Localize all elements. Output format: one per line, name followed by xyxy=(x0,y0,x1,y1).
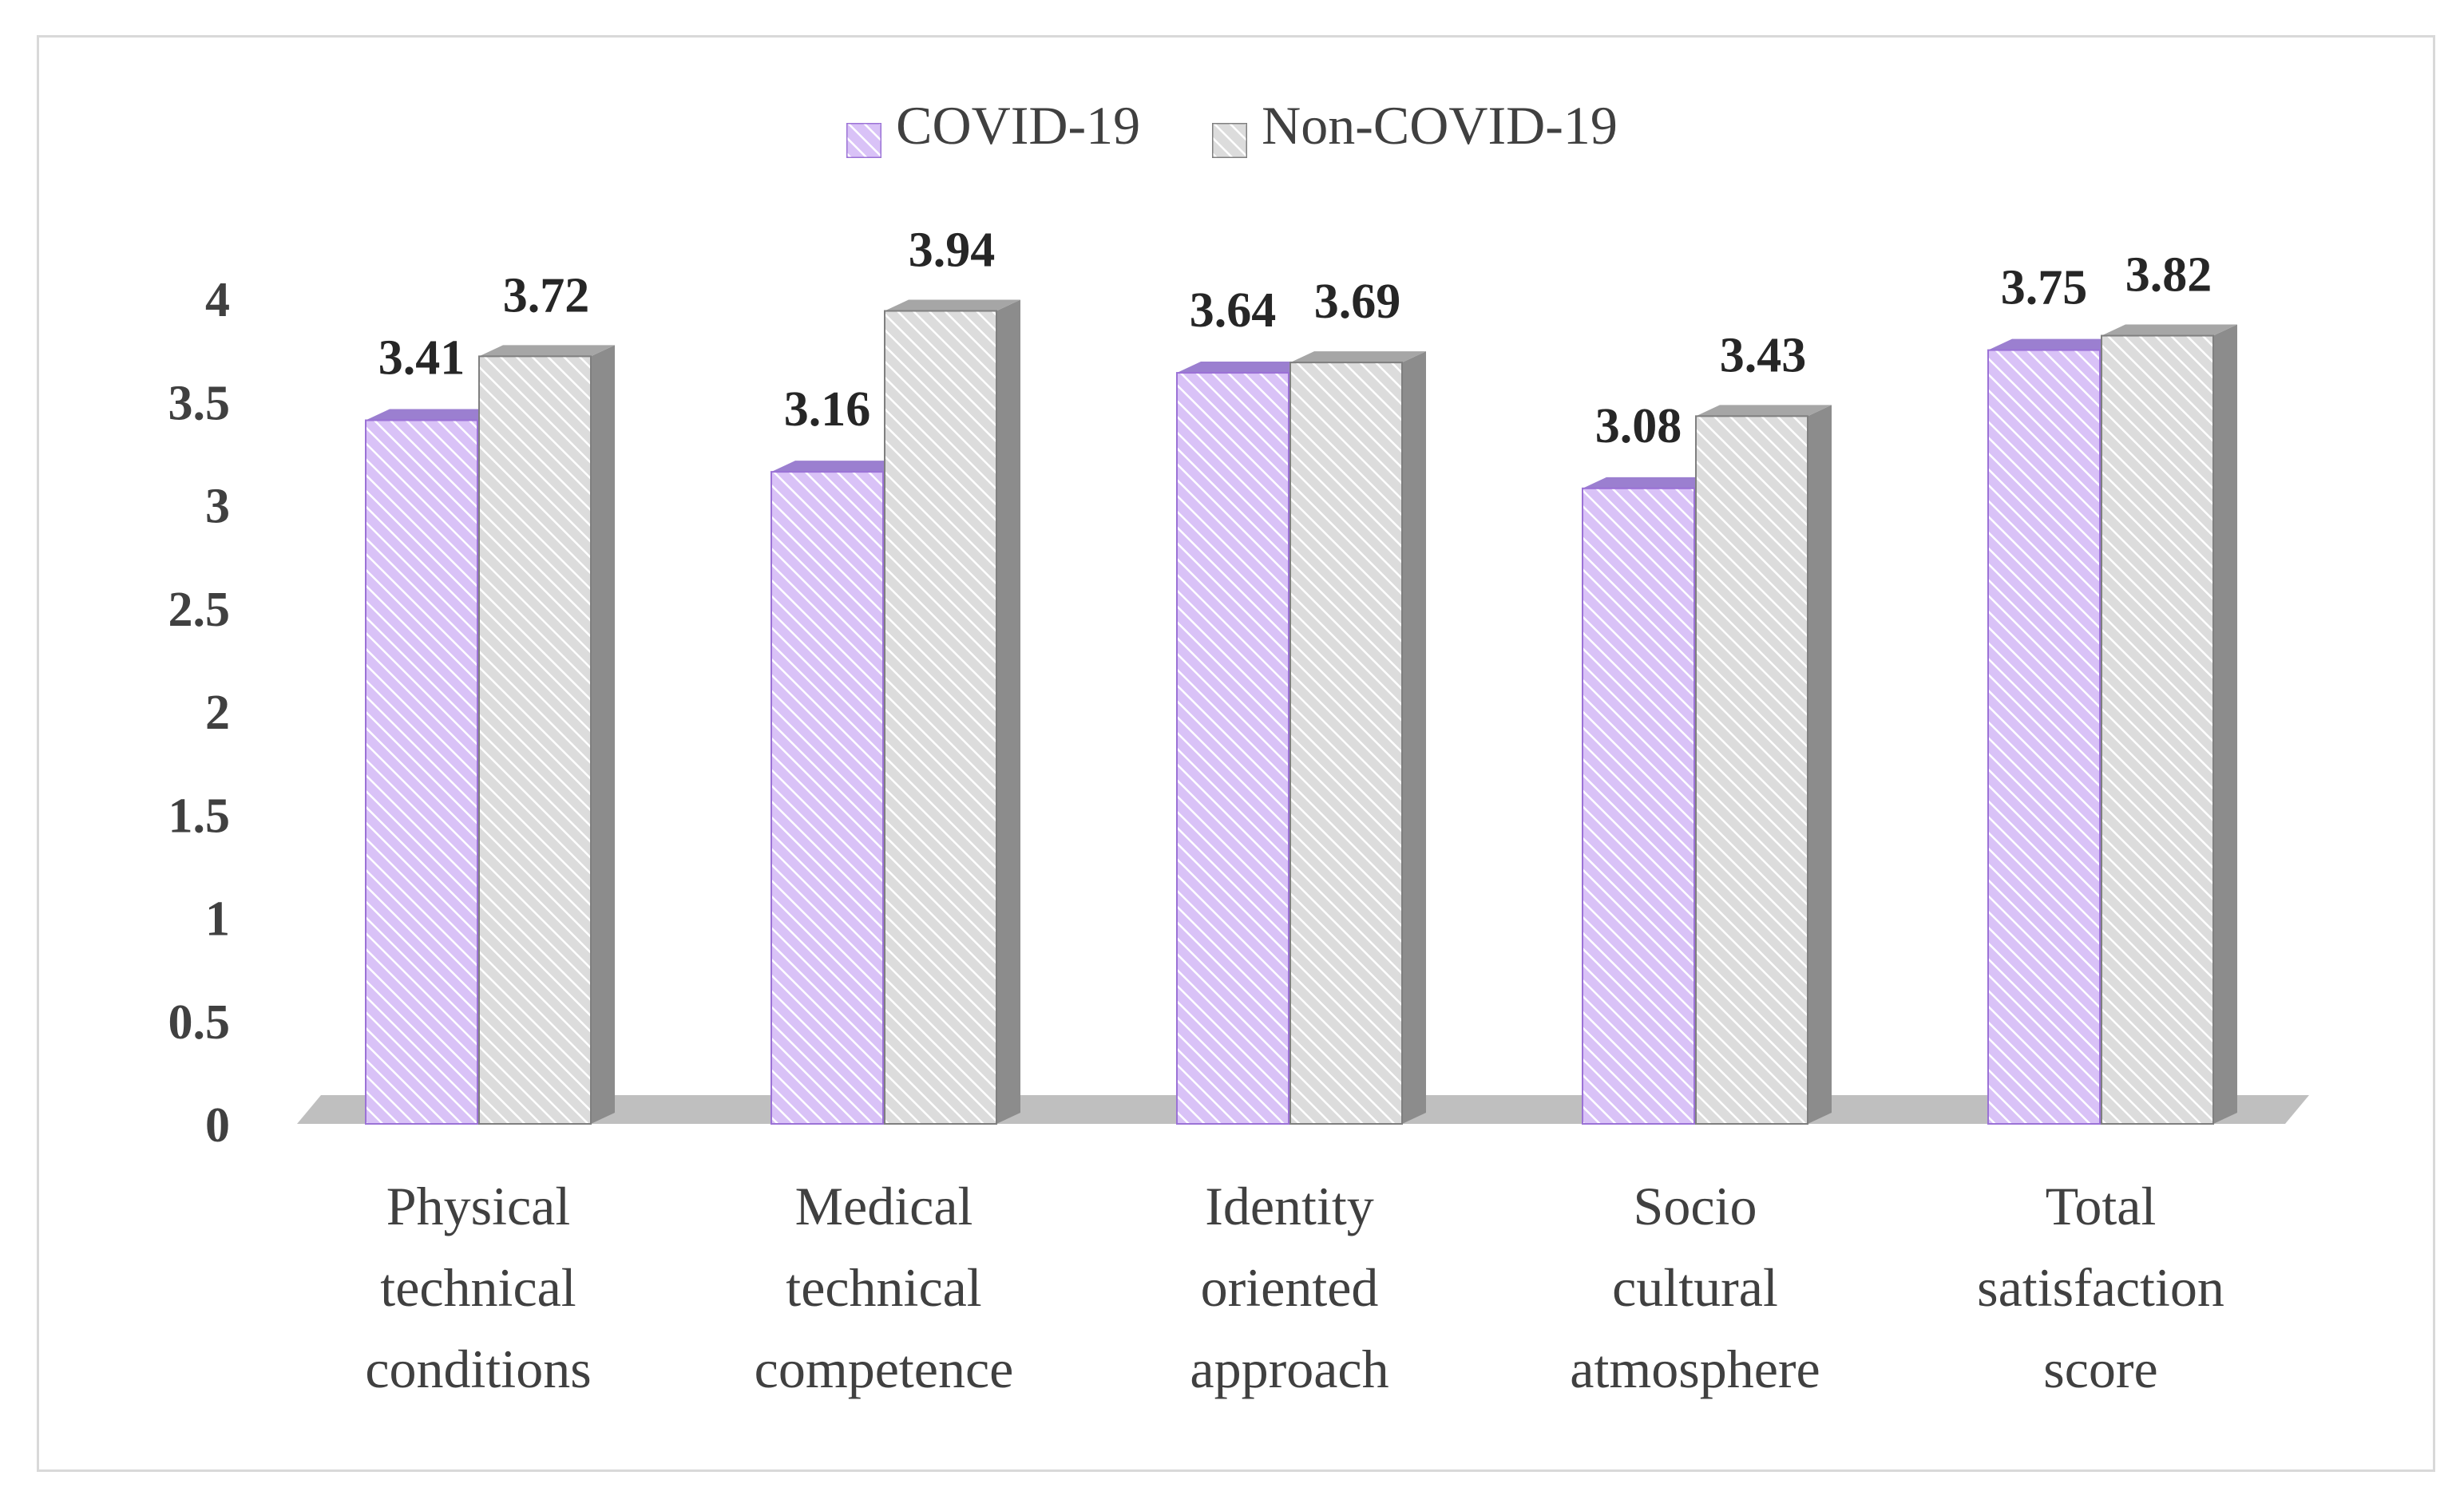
y-tick-label-8: 4 xyxy=(205,273,230,327)
bar-side-1-3 xyxy=(1808,405,1832,1125)
bar-side-1-1 xyxy=(996,299,1020,1124)
y-tick-label-3: 1.5 xyxy=(168,789,231,843)
category-label-1-line-2: competence xyxy=(755,1339,1014,1399)
y-tick-label-4: 2 xyxy=(205,686,230,740)
category-label-4-line-2: score xyxy=(2043,1339,2157,1399)
category-label-2-line-1: oriented xyxy=(1201,1257,1379,1318)
bar-non-covid-4 xyxy=(2101,334,2214,1125)
category-label-1-line-0: Medical xyxy=(795,1176,973,1236)
bar-side-1-2 xyxy=(1402,351,1426,1124)
bar-top-0-1 xyxy=(771,461,907,473)
value-label-covid-2: 3.64 xyxy=(1190,283,1277,338)
bar-top-1-0 xyxy=(479,345,615,357)
y-tick-label-7: 3.5 xyxy=(168,376,231,430)
legend: COVID-19 Non-COVID-19 xyxy=(0,94,2464,159)
y-tick-label-0: 0 xyxy=(205,1098,230,1153)
bar-non-covid-0 xyxy=(478,355,592,1125)
y-tick-label-2: 1 xyxy=(205,892,230,947)
bar-covid-2 xyxy=(1176,372,1289,1125)
category-label-3-line-2: atmosphere xyxy=(1570,1339,1820,1399)
bar-top-0-0 xyxy=(366,409,501,421)
value-label-non-covid-0: 3.72 xyxy=(503,268,590,322)
value-label-covid-0: 3.41 xyxy=(378,331,465,386)
bar-non-covid-3 xyxy=(1695,415,1808,1125)
category-label-1-line-1: technical xyxy=(786,1257,981,1318)
category-label-0-line-1: technical xyxy=(380,1257,576,1318)
bar-covid-4 xyxy=(1987,349,2101,1125)
legend-label-non-covid: Non-COVID-19 xyxy=(1262,95,1618,156)
value-label-non-covid-1: 3.94 xyxy=(909,223,996,278)
legend-label-covid: COVID-19 xyxy=(896,95,1141,156)
bar-covid-1 xyxy=(770,471,884,1125)
y-tick-label-6: 3 xyxy=(205,480,230,534)
value-label-non-covid-3: 3.43 xyxy=(1720,328,1807,382)
category-label-0-line-0: Physical xyxy=(386,1176,570,1236)
category-label-2-line-2: approach xyxy=(1190,1339,1388,1399)
y-tick-label-5: 2.5 xyxy=(168,583,231,637)
value-label-non-covid-2: 3.69 xyxy=(1314,275,1401,329)
value-label-non-covid-4: 3.82 xyxy=(2125,248,2212,303)
bar-covid-3 xyxy=(1582,487,1695,1125)
legend-swatch-non-covid xyxy=(1210,109,1249,159)
bar-top-1-3 xyxy=(1696,405,1832,417)
value-label-covid-4: 3.75 xyxy=(2001,261,2088,315)
y-tick-label-1: 0.5 xyxy=(168,995,231,1050)
category-label-4-line-0: Total xyxy=(2046,1176,2157,1236)
bar-side-1-0 xyxy=(591,345,615,1124)
bar-top-0-3 xyxy=(1583,477,1718,488)
bar-top-1-4 xyxy=(2102,324,2237,336)
bar-top-1-1 xyxy=(885,299,1020,311)
category-label-3-line-1: cultural xyxy=(1612,1257,1778,1318)
category-label-4-line-1: satisfaction xyxy=(1977,1257,2224,1318)
value-label-covid-1: 3.16 xyxy=(784,382,871,437)
bar-top-0-2 xyxy=(1177,362,1313,374)
category-label-3-line-0: Socio xyxy=(1634,1176,1757,1236)
bar-side-1-4 xyxy=(2213,324,2237,1124)
bar-top-1-2 xyxy=(1290,351,1426,363)
value-label-covid-3: 3.08 xyxy=(1595,399,1682,453)
bar-covid-0 xyxy=(365,419,478,1125)
legend-item-non-covid: Non-COVID-19 xyxy=(1210,94,1618,159)
bar-top-0-4 xyxy=(1988,338,2124,350)
category-label-0-line-2: conditions xyxy=(365,1339,591,1399)
bar-non-covid-1 xyxy=(884,310,997,1125)
bar-non-covid-2 xyxy=(1289,362,1403,1125)
legend-item-covid: COVID-19 xyxy=(845,94,1141,159)
category-label-2-line-0: Identity xyxy=(1205,1176,1374,1236)
